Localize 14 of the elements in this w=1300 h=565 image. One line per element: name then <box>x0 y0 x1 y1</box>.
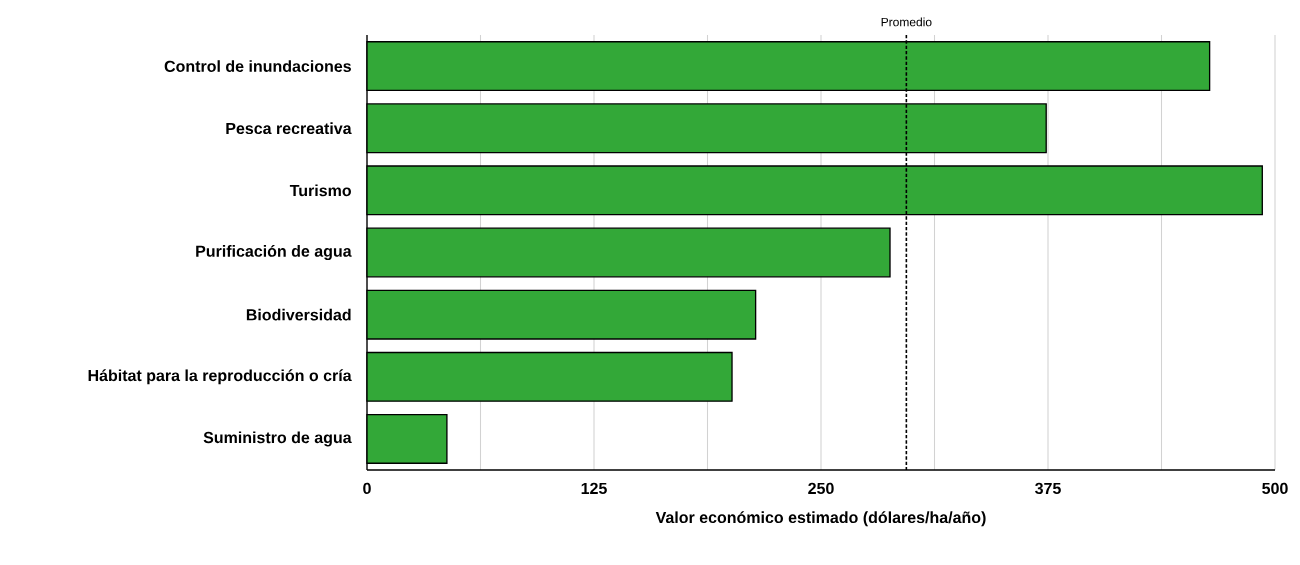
y-tick-label: Hábitat para la reproducción o cría <box>88 369 352 385</box>
x-tick-label: 500 <box>1262 482 1288 495</box>
y-tick-label: Purificación de agua <box>196 244 352 261</box>
x-tick-label: 0 <box>363 482 371 495</box>
ref-line-label: Promedio <box>881 17 932 27</box>
x-tick-label: 375 <box>1035 482 1061 495</box>
y-tick-label: Suministro de agua <box>203 431 352 447</box>
y-tick-label: Biodiversidad <box>246 308 351 321</box>
x-tick-label: 125 <box>581 482 607 495</box>
y-tick-label: Pesca recreativa <box>226 122 352 135</box>
x-tick-label: 250 <box>808 482 834 495</box>
x-axis-title: Valor económico estimado (dólares/ha/año) <box>655 511 986 527</box>
y-tick-label: Control de inundaciones <box>164 60 351 72</box>
y-tick-label: Turismo <box>289 184 351 197</box>
